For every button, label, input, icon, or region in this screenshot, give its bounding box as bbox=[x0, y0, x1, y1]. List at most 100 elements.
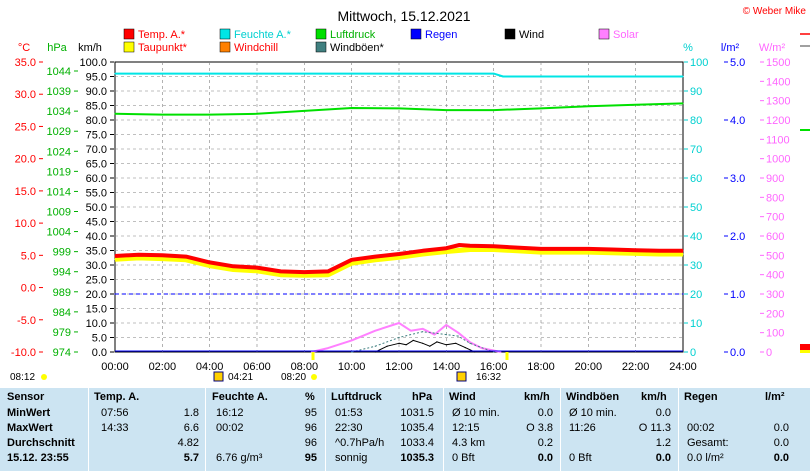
wind-tick-6: 70.0 bbox=[86, 144, 107, 156]
solar-tick-2: 1300 bbox=[766, 96, 790, 108]
wind-tick-3: 85.0 bbox=[86, 101, 107, 113]
boeen-value-2: 1.2 bbox=[655, 437, 671, 449]
solar-tick-6: 900 bbox=[766, 173, 784, 185]
legend-label-4: Wind bbox=[519, 29, 544, 41]
pressure-tick-14: 974 bbox=[53, 347, 71, 359]
hdr-regen-unit: l/m² bbox=[765, 391, 785, 403]
hdr-druck-unit: hPa bbox=[412, 391, 433, 403]
weather-chart: Mittwoch, 15.12.2021 © Weber Mike Temp. … bbox=[10, 6, 810, 383]
series-2-point-0 bbox=[114, 293, 116, 295]
summary-table: Sensor Temp. A. Feuchte A. % Luftdruck h… bbox=[0, 388, 810, 471]
temp-tick-2: 25.0 bbox=[15, 121, 36, 133]
feuchte-value-3: 95 bbox=[304, 452, 317, 464]
legend-swatch-2 bbox=[315, 28, 327, 40]
legend-swatch-7 bbox=[219, 41, 231, 53]
series-0-point-1 bbox=[493, 73, 495, 75]
rain-tick-4: 1.0 bbox=[730, 289, 745, 301]
legend-swatch-4 bbox=[504, 28, 516, 40]
moonset-icon bbox=[456, 371, 467, 382]
series-5-point-3 bbox=[374, 330, 376, 332]
series-1-point-6 bbox=[398, 107, 400, 109]
copyright: © Weber Mike bbox=[743, 6, 807, 17]
time-tick-12: 24:00 bbox=[669, 361, 697, 373]
wind-tick-12: 40.0 bbox=[86, 231, 107, 243]
astro-markers: 08:12 04:21 08:20 16:32 bbox=[10, 352, 509, 383]
series-line-4 bbox=[114, 243, 683, 275]
series-5-point-7 bbox=[433, 334, 436, 336]
series-7-point-1 bbox=[386, 345, 388, 347]
series-6-point-6 bbox=[469, 342, 471, 344]
feuchte-value-2: 96 bbox=[304, 437, 317, 449]
series-4-point-25 bbox=[682, 250, 684, 252]
boeen-label-0: Ø 10 min. bbox=[569, 407, 617, 419]
series-1-point-11 bbox=[635, 104, 637, 106]
solar-tick-9: 600 bbox=[766, 231, 784, 243]
series-3-point-6 bbox=[256, 270, 258, 272]
axis-unit-4: l/m² bbox=[721, 42, 740, 54]
astro-label-2: 08:20 bbox=[281, 372, 306, 383]
sunrise-icon bbox=[41, 374, 47, 380]
series-4-point-11 bbox=[374, 256, 376, 258]
axis-unit-3: % bbox=[683, 42, 693, 54]
series-6-point-2 bbox=[398, 336, 400, 339]
series-5-point-9 bbox=[457, 332, 459, 334]
series-3-point-1 bbox=[138, 257, 140, 259]
series-7-point-8 bbox=[445, 344, 447, 346]
series-1-point-4 bbox=[303, 110, 305, 112]
rain-tick-1: 4.0 bbox=[730, 115, 745, 127]
wind-value-0: 0.0 bbox=[537, 407, 553, 419]
wind-tick-2: 90.0 bbox=[86, 86, 107, 98]
wind-tick-5: 75.0 bbox=[86, 130, 107, 142]
time-tick-4: 08:00 bbox=[291, 361, 319, 373]
moonrise-icon bbox=[213, 371, 224, 382]
hdr-feuchte-unit: % bbox=[305, 391, 315, 403]
series-3-point-14 bbox=[445, 250, 447, 253]
humidity-tick-3: 70 bbox=[690, 144, 702, 156]
temp-tick-9: -10.0 bbox=[11, 347, 36, 359]
series-4-point-22 bbox=[611, 248, 613, 251]
series-3-point-12 bbox=[398, 256, 400, 258]
series-3-point-22 bbox=[635, 252, 637, 254]
pressure-tick-6: 1014 bbox=[47, 186, 71, 198]
wind-tick-4: 80.0 bbox=[86, 115, 107, 127]
series-3-point-10 bbox=[351, 262, 353, 264]
series-4-point-8 bbox=[303, 271, 305, 273]
legend-label-7: Windchill bbox=[234, 42, 278, 54]
solar-tick-3: 1200 bbox=[766, 115, 790, 127]
regen-label-3: 0.0 l/m² bbox=[687, 452, 724, 464]
legend-label-0: Temp. A.* bbox=[138, 29, 186, 41]
wind-label-1: 12:15 bbox=[452, 422, 480, 434]
series-1-point-0 bbox=[114, 113, 116, 115]
druck-time-1: 22:30 bbox=[335, 422, 363, 434]
pressure-tick-2: 1034 bbox=[47, 106, 71, 118]
wind-tick-13: 35.0 bbox=[86, 246, 107, 258]
wind-tick-0: 100.0 bbox=[79, 57, 107, 69]
hdr-boeen: Windböen bbox=[566, 391, 620, 403]
solar-tick-10: 500 bbox=[766, 250, 784, 262]
rain-tick-5: 0.0 bbox=[730, 347, 745, 359]
axis-unit-1: hPa bbox=[47, 42, 67, 54]
pressure-tick-8: 1004 bbox=[47, 227, 71, 239]
series-3-point-19 bbox=[564, 251, 566, 253]
wind-tick-8: 60.0 bbox=[86, 173, 107, 185]
wind-tick-7: 65.0 bbox=[86, 159, 107, 171]
solar-tick-15: 0 bbox=[766, 347, 772, 359]
series-5-point-1 bbox=[327, 347, 329, 349]
series-4-point-19 bbox=[540, 248, 542, 250]
rain-tick-2: 3.0 bbox=[730, 173, 745, 185]
series-7-point-4 bbox=[412, 339, 414, 341]
legend-swatch-1 bbox=[219, 28, 231, 40]
wind-tick-1: 95.0 bbox=[86, 72, 107, 84]
series-5-point-12 bbox=[500, 351, 502, 353]
wind-tick-9: 55.0 bbox=[86, 188, 107, 200]
time-tick-11: 22:00 bbox=[622, 361, 650, 373]
series-7-point-3 bbox=[405, 344, 407, 346]
legend-label-5: Solar bbox=[613, 29, 639, 41]
time-tick-2: 04:00 bbox=[196, 361, 224, 373]
astro-label-3: 16:32 bbox=[476, 372, 501, 383]
series-line-6 bbox=[351, 331, 494, 353]
pressure-tick-3: 1029 bbox=[47, 126, 71, 138]
temp-tick-6: 5.0 bbox=[21, 250, 36, 262]
time-tick-1: 02:00 bbox=[149, 361, 177, 373]
boeen-label-1: 11:26 bbox=[569, 422, 596, 434]
